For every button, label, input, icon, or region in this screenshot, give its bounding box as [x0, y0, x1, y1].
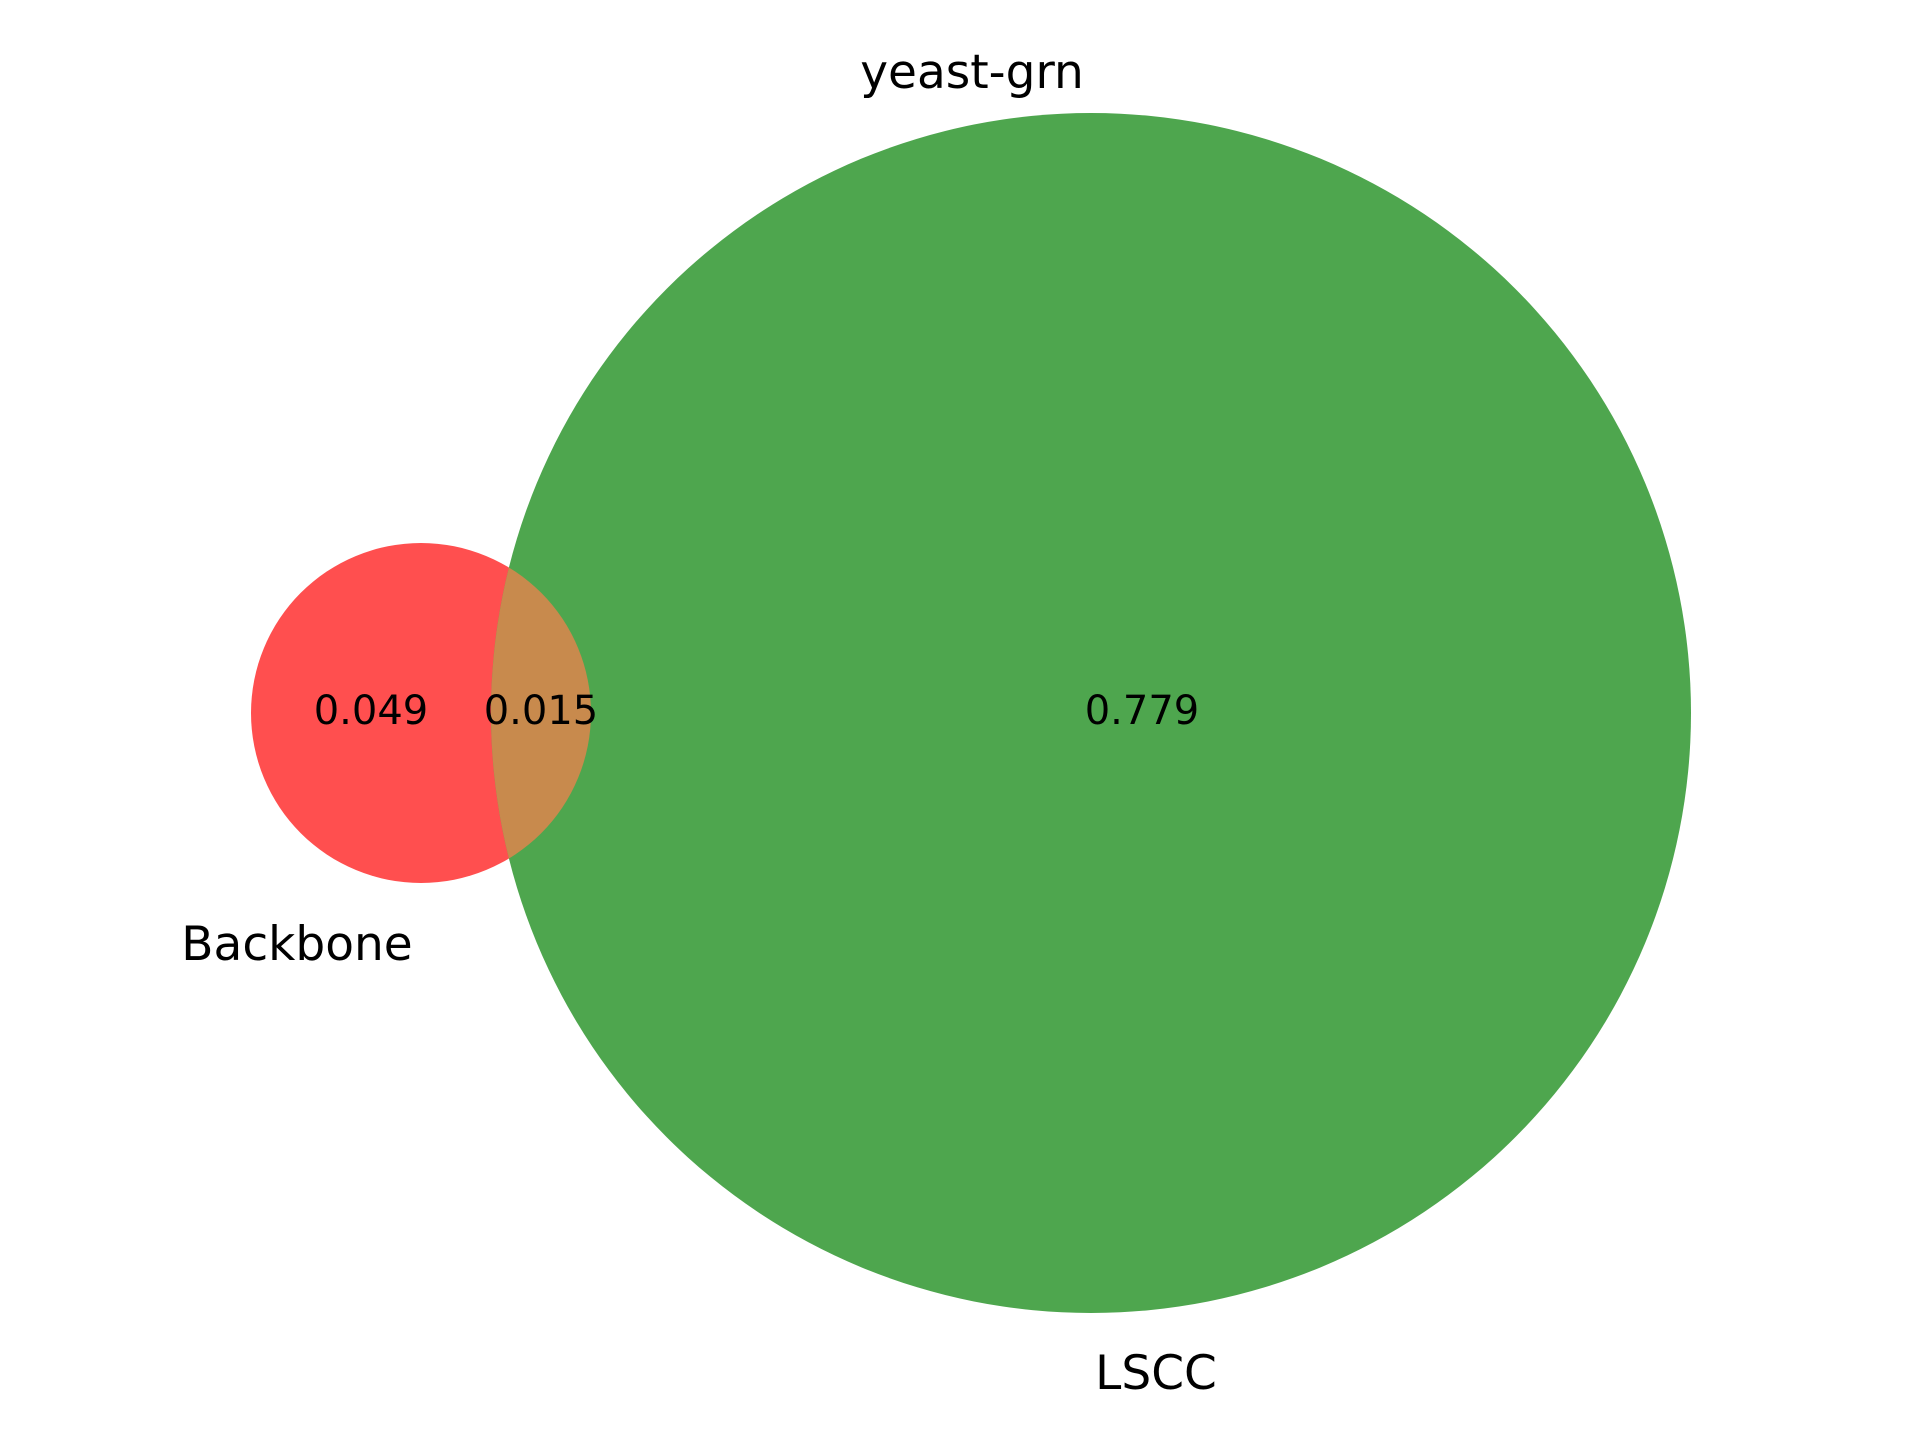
- backbone-only-value: 0.049: [314, 688, 429, 734]
- backbone-set-label: Backbone: [181, 917, 412, 972]
- top-set-label: yeast-grn: [860, 45, 1084, 100]
- intersection-value: 0.015: [484, 688, 599, 734]
- lscc-only-value: 0.779: [1085, 688, 1200, 734]
- lscc-circle: [491, 113, 1691, 1313]
- lscc-set-label: LSCC: [1095, 1346, 1217, 1401]
